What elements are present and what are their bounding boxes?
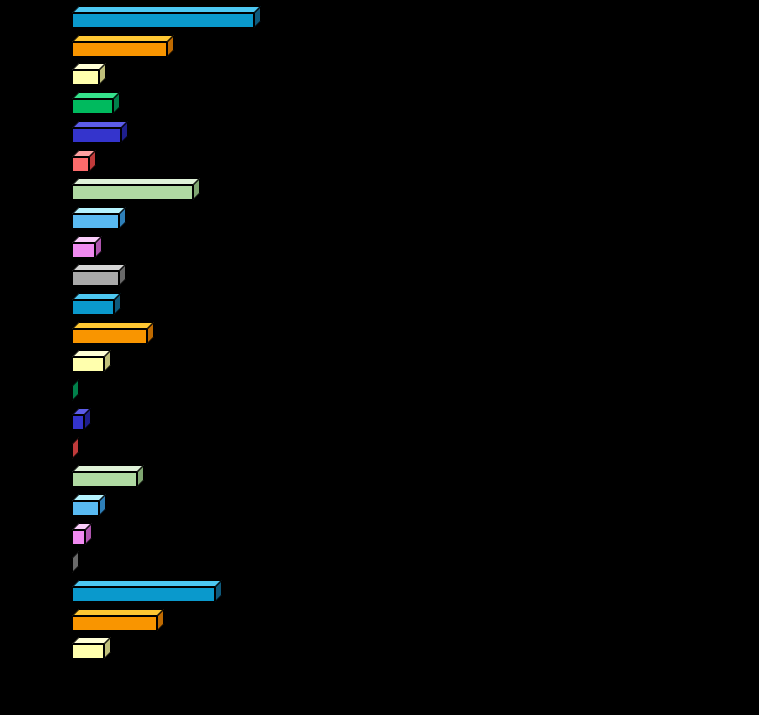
bar-front-face — [72, 185, 193, 200]
bar-front-face — [72, 530, 85, 545]
bar-side-face — [89, 150, 96, 172]
bar-front-face — [72, 587, 215, 602]
bar-top-face — [72, 322, 154, 329]
bar-top-face — [72, 121, 128, 128]
bar-front-face — [72, 42, 167, 57]
bar-top-face — [72, 35, 174, 42]
bar-side-face — [215, 580, 222, 602]
bar-top-face — [72, 465, 144, 472]
bar-side-face — [137, 465, 144, 487]
bar-top-face — [72, 92, 120, 99]
bar-front-face — [72, 616, 157, 631]
bar-front-face — [72, 357, 104, 372]
bar-side-face — [72, 379, 79, 401]
bar-top-face — [72, 408, 91, 415]
bar-top-face — [72, 63, 106, 70]
bar-top-face — [72, 6, 261, 13]
bar-side-face — [193, 178, 200, 200]
bar-side-face — [95, 236, 102, 258]
bar-side-face — [121, 121, 128, 143]
bar-side-face — [84, 408, 91, 430]
bar-front-face — [72, 472, 137, 487]
bar-side-face — [72, 437, 79, 459]
bar-front-face — [72, 644, 104, 659]
bar-front-face — [72, 300, 114, 315]
bar-top-face — [72, 637, 111, 644]
bar-side-face — [104, 637, 111, 659]
bar-front-face — [72, 70, 99, 85]
bar-side-face — [157, 609, 164, 631]
bar-side-face — [85, 523, 92, 545]
bar-side-face — [254, 6, 261, 28]
bar-top-face — [72, 150, 96, 157]
bar-side-face — [114, 293, 121, 315]
bar-top-face — [72, 207, 126, 214]
bar-top-face — [72, 494, 106, 501]
bar-top-face — [72, 580, 222, 587]
bar-side-face — [104, 350, 111, 372]
bar-side-face — [113, 92, 120, 114]
bar-front-face — [72, 128, 121, 143]
bar-top-face — [72, 264, 126, 271]
bar-front-face — [72, 13, 254, 28]
bar-front-face — [72, 99, 113, 114]
bar-front-face — [72, 214, 119, 229]
bar-side-face — [99, 494, 106, 516]
bar-front-face — [72, 243, 95, 258]
bar-side-face — [72, 551, 79, 573]
bar-side-face — [119, 264, 126, 286]
bar-front-face — [72, 415, 84, 430]
bar-top-face — [72, 178, 200, 185]
bar-side-face — [147, 322, 154, 344]
bar-top-face — [72, 293, 121, 300]
bar-side-face — [119, 207, 126, 229]
bar-side-face — [99, 63, 106, 85]
bar-front-face — [72, 501, 99, 516]
bar-front-face — [72, 329, 147, 344]
bar-top-face — [72, 609, 164, 616]
bar-front-face — [72, 271, 119, 286]
bar-top-face — [72, 350, 111, 357]
bar-top-face — [72, 523, 92, 530]
bar-side-face — [167, 35, 174, 57]
bar-top-face — [72, 236, 102, 243]
bar-front-face — [72, 157, 89, 172]
